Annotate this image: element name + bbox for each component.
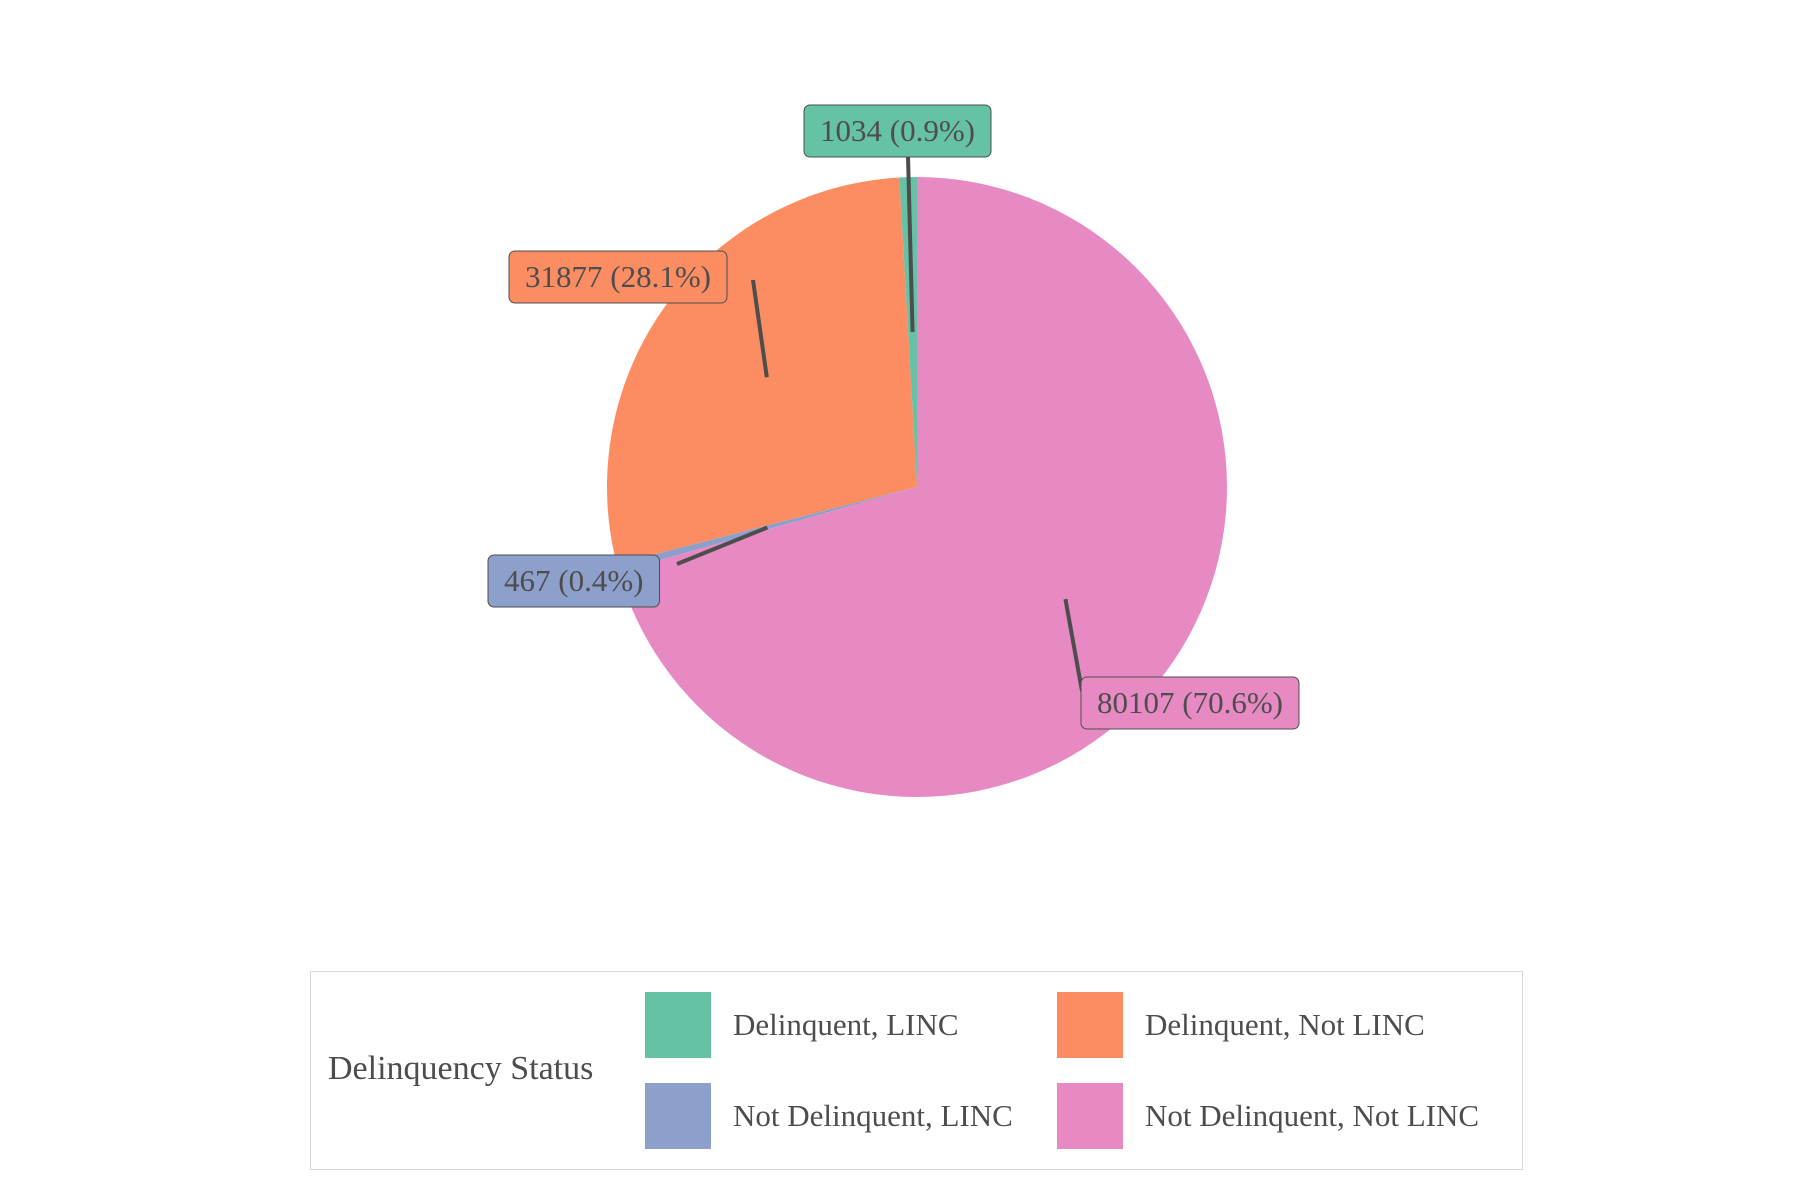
legend-label: Not Delinquent, Not LINC xyxy=(1145,1098,1480,1133)
legend-label: Delinquent, Not LINC xyxy=(1145,1007,1425,1042)
leader-line xyxy=(751,279,769,378)
pie-slice-delinquent-not-linc xyxy=(607,177,917,565)
legend-swatch xyxy=(645,992,711,1058)
leader-line xyxy=(676,525,769,566)
legend-swatch xyxy=(645,1083,711,1149)
label-leader-lines xyxy=(676,155,1084,692)
legend-item-delinquent-not-linc: Delinquent, Not LINC xyxy=(1057,992,1425,1058)
slice-label: 31877 (28.1%) xyxy=(508,250,728,304)
leader-line xyxy=(1063,598,1084,692)
slice-label: 1034 (0.9%) xyxy=(803,104,992,158)
slice-label-box xyxy=(487,554,660,608)
pie-slice-delinquent-linc xyxy=(899,177,917,487)
legend-item-not-delinquent-not-linc: Not Delinquent, Not LINC xyxy=(1057,1083,1479,1149)
pie-chart: 1034 (0.9%) 31877 (28.1%) 467 (0.4%) 80107 … xyxy=(487,104,1300,797)
legend-label: Delinquent, LINC xyxy=(733,1007,959,1042)
legend: Delinquency Status Delinquent, LINC Deli… xyxy=(310,971,1523,1170)
slice-label-text: 31877 (28.1%) xyxy=(525,259,711,294)
slice-label-box xyxy=(1080,676,1300,730)
slice-label-text: 467 (0.4%) xyxy=(504,563,643,598)
slice-label-text: 80107 (70.6%) xyxy=(1097,685,1283,720)
slice-label-box xyxy=(803,104,992,158)
leader-line xyxy=(906,155,915,333)
legend-item-delinquent-linc: Delinquent, LINC xyxy=(645,992,959,1058)
slice-label: 80107 (70.6%) xyxy=(1080,676,1300,730)
slice-label-text: 1034 (0.9%) xyxy=(820,113,975,148)
legend-swatch xyxy=(1057,992,1123,1058)
legend-item-not-delinquent-linc: Not Delinquent, LINC xyxy=(645,1083,1013,1149)
slice-label: 467 (0.4%) xyxy=(487,554,660,608)
legend-title: Delinquency Status xyxy=(328,1050,594,1087)
slice-labels: 1034 (0.9%) 31877 (28.1%) 467 (0.4%) 80107 … xyxy=(487,104,1300,730)
legend-label: Not Delinquent, LINC xyxy=(733,1098,1013,1133)
slice-label-box xyxy=(508,250,728,304)
legend-swatch xyxy=(1057,1083,1123,1149)
